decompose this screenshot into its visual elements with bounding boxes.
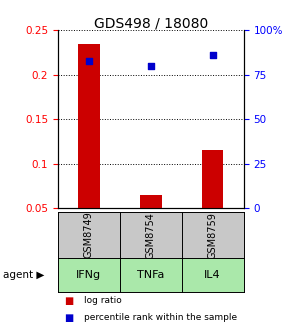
Text: GSM8749: GSM8749 xyxy=(84,212,94,258)
Text: IFNg: IFNg xyxy=(76,270,102,280)
Point xyxy=(87,58,91,63)
Text: TNFa: TNFa xyxy=(137,270,164,280)
Text: GSM8754: GSM8754 xyxy=(146,212,156,258)
Point xyxy=(148,63,153,69)
Text: percentile rank within the sample: percentile rank within the sample xyxy=(84,313,237,322)
Bar xyxy=(140,195,162,208)
Text: ■: ■ xyxy=(64,296,73,306)
Point xyxy=(210,52,215,58)
Text: agent ▶: agent ▶ xyxy=(3,270,44,280)
Bar xyxy=(202,151,224,208)
Text: GSM8759: GSM8759 xyxy=(208,212,218,258)
Text: GDS498 / 18080: GDS498 / 18080 xyxy=(94,17,208,31)
Bar xyxy=(78,44,100,208)
Text: IL4: IL4 xyxy=(204,270,221,280)
Text: ■: ■ xyxy=(64,312,73,323)
Text: log ratio: log ratio xyxy=(84,296,122,305)
